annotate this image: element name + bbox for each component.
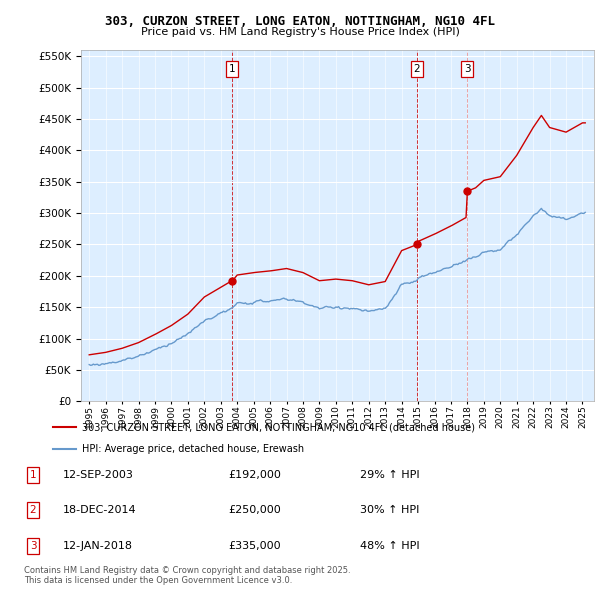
Text: Price paid vs. HM Land Registry's House Price Index (HPI): Price paid vs. HM Land Registry's House … xyxy=(140,27,460,37)
Text: 2: 2 xyxy=(413,64,420,74)
Text: 1: 1 xyxy=(229,64,235,74)
Text: 18-DEC-2014: 18-DEC-2014 xyxy=(63,506,137,515)
Text: 1: 1 xyxy=(29,470,37,480)
Text: 3: 3 xyxy=(464,64,471,74)
Text: Contains HM Land Registry data © Crown copyright and database right 2025.
This d: Contains HM Land Registry data © Crown c… xyxy=(24,566,350,585)
Text: 12-JAN-2018: 12-JAN-2018 xyxy=(63,541,133,550)
Text: 2: 2 xyxy=(29,506,37,515)
Text: £250,000: £250,000 xyxy=(228,506,281,515)
Text: 3: 3 xyxy=(29,541,37,550)
Text: £192,000: £192,000 xyxy=(228,470,281,480)
Text: 30% ↑ HPI: 30% ↑ HPI xyxy=(360,506,419,515)
Text: HPI: Average price, detached house, Erewash: HPI: Average price, detached house, Erew… xyxy=(82,444,304,454)
Text: 29% ↑ HPI: 29% ↑ HPI xyxy=(360,470,419,480)
Text: £335,000: £335,000 xyxy=(228,541,281,550)
Text: 48% ↑ HPI: 48% ↑ HPI xyxy=(360,541,419,550)
Text: 12-SEP-2003: 12-SEP-2003 xyxy=(63,470,134,480)
Text: 303, CURZON STREET, LONG EATON, NOTTINGHAM, NG10 4FL (detached house): 303, CURZON STREET, LONG EATON, NOTTINGH… xyxy=(82,422,475,432)
Text: 303, CURZON STREET, LONG EATON, NOTTINGHAM, NG10 4FL: 303, CURZON STREET, LONG EATON, NOTTINGH… xyxy=(105,15,495,28)
